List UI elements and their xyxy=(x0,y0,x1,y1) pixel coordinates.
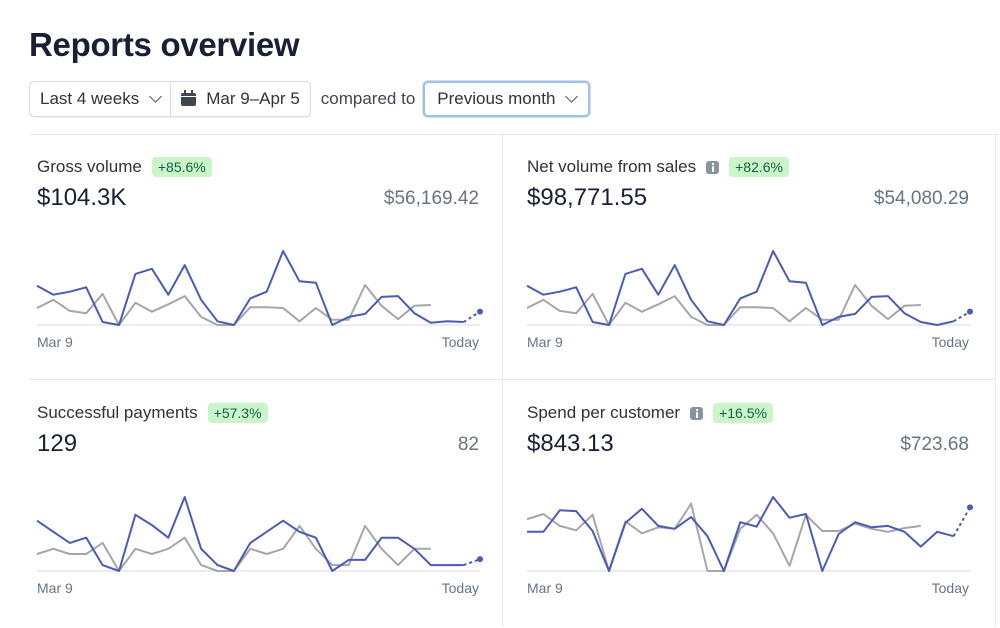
x-start-label: Mar 9 xyxy=(37,580,73,596)
sparkline-chart xyxy=(36,496,483,572)
previous-value: $723.68 xyxy=(900,434,969,455)
chevron-down-icon xyxy=(565,90,579,103)
card-title: Successful payments xyxy=(37,403,198,422)
calendar-icon xyxy=(181,89,197,106)
card-title: Spend per customer xyxy=(527,403,681,422)
current-period-line xyxy=(527,496,954,572)
date-range-label: Mar 9–Apr 5 xyxy=(206,89,300,108)
x-end-label: Today xyxy=(931,580,969,596)
previous-period-line xyxy=(36,284,431,326)
card-title: Net volume from sales xyxy=(527,157,697,176)
page-title: Reports overview xyxy=(29,26,300,63)
today-point xyxy=(967,504,973,511)
report-card-gross-volume[interactable]: Gross volume +85.6% $104.3K $56,169.42 M… xyxy=(29,135,503,380)
previous-value: 82 xyxy=(457,434,479,455)
previous-period-line xyxy=(526,284,921,326)
current-period-line xyxy=(36,250,464,326)
date-range-button[interactable]: Mar 9–Apr 5 xyxy=(170,82,310,116)
sparkline-chart xyxy=(36,250,483,326)
chevron-down-icon xyxy=(149,90,163,103)
previous-value: $56,169.42 xyxy=(383,188,479,209)
current-value: $843.13 xyxy=(527,430,614,457)
today-point xyxy=(477,308,483,315)
x-end-label: Today xyxy=(441,334,479,350)
x-start-label: Mar 9 xyxy=(37,334,73,350)
previous-period-line xyxy=(526,502,921,572)
previous-period-line xyxy=(36,524,431,572)
x-end-label: Today xyxy=(931,334,969,350)
change-badge: +85.6% xyxy=(151,157,212,177)
info-icon[interactable] xyxy=(706,160,720,174)
filter-bar: Last 4 weeks Mar 9–Apr 5 compared to Pre… xyxy=(29,81,591,117)
date-filter-group: Last 4 weeks Mar 9–Apr 5 xyxy=(29,81,311,117)
current-value: $98,771.55 xyxy=(527,184,648,211)
info-icon[interactable] xyxy=(690,406,704,420)
comparison-select-label: Previous month xyxy=(437,89,556,108)
today-point xyxy=(967,308,973,315)
reports-grid: Gross volume +85.6% $104.3K $56,169.42 M… xyxy=(29,134,1000,628)
current-period-line xyxy=(36,496,464,572)
range-select-label: Last 4 weeks xyxy=(40,89,140,108)
report-card-net-volume[interactable]: Net volume from sales +82.6% $98,771.55 … xyxy=(503,135,996,380)
previous-value: $54,080.29 xyxy=(873,188,969,209)
today-point xyxy=(477,556,483,563)
sparkline-chart xyxy=(526,496,973,572)
comparison-select[interactable]: Previous month xyxy=(423,81,591,117)
range-select[interactable]: Last 4 weeks xyxy=(30,82,170,116)
report-card-successful-payments[interactable]: Successful payments +57.3% 129 82 Mar 9 … xyxy=(29,381,503,626)
change-badge: +82.6% xyxy=(729,157,789,177)
x-start-label: Mar 9 xyxy=(527,334,563,350)
change-badge: +16.5% xyxy=(713,403,773,423)
change-badge: +57.3% xyxy=(207,403,268,423)
report-card-spend-per-customer[interactable]: Spend per customer +16.5% $843.13 $723.6… xyxy=(503,381,996,626)
compared-to-label: compared to xyxy=(320,89,416,108)
sparkline-chart xyxy=(526,250,973,326)
current-period-line xyxy=(526,250,954,326)
projected-today-line xyxy=(952,506,971,537)
current-value: 129 xyxy=(37,430,78,457)
x-start-label: Mar 9 xyxy=(527,580,563,596)
current-value: $104.3K xyxy=(37,184,127,211)
card-title: Gross volume xyxy=(37,157,142,176)
x-end-label: Today xyxy=(441,580,479,596)
